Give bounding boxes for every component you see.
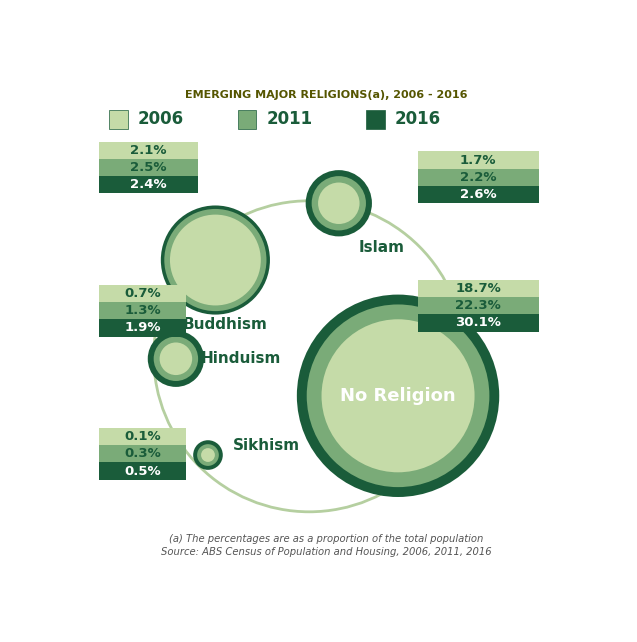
Text: 0.5%: 0.5%	[124, 465, 161, 478]
FancyBboxPatch shape	[99, 428, 186, 445]
Text: 1.3%: 1.3%	[124, 304, 161, 317]
Text: Source: ABS Census of Population and Housing, 2006, 2011, 2016: Source: ABS Census of Population and Hou…	[161, 548, 492, 557]
Text: 1.7%: 1.7%	[460, 153, 496, 166]
Text: 2016: 2016	[394, 110, 441, 128]
Circle shape	[197, 444, 219, 466]
Text: Sikhism: Sikhism	[233, 438, 300, 453]
FancyBboxPatch shape	[99, 141, 198, 159]
Circle shape	[193, 440, 223, 470]
FancyBboxPatch shape	[418, 297, 539, 315]
FancyBboxPatch shape	[99, 302, 186, 319]
Text: 2.5%: 2.5%	[131, 161, 167, 174]
Circle shape	[160, 342, 192, 375]
Text: 2.4%: 2.4%	[131, 178, 167, 191]
Circle shape	[297, 295, 499, 497]
Circle shape	[162, 207, 268, 313]
Text: 22.3%: 22.3%	[455, 299, 501, 312]
Text: Islam: Islam	[359, 240, 404, 255]
FancyBboxPatch shape	[418, 280, 539, 297]
FancyBboxPatch shape	[418, 169, 539, 186]
Circle shape	[307, 171, 371, 236]
Circle shape	[307, 304, 489, 487]
FancyBboxPatch shape	[99, 319, 186, 336]
Text: Hinduism: Hinduism	[201, 351, 281, 367]
FancyBboxPatch shape	[418, 186, 539, 204]
Text: 2006: 2006	[138, 110, 184, 128]
FancyBboxPatch shape	[99, 176, 198, 193]
Text: (a) The percentages are as a proportion of the total population: (a) The percentages are as a proportion …	[169, 534, 483, 544]
Circle shape	[322, 319, 475, 473]
Circle shape	[201, 448, 215, 462]
Text: Buddhism: Buddhism	[183, 317, 268, 332]
Text: 1.9%: 1.9%	[124, 322, 161, 334]
FancyBboxPatch shape	[418, 315, 539, 332]
Text: 0.7%: 0.7%	[124, 287, 161, 300]
Text: 18.7%: 18.7%	[455, 282, 501, 295]
Circle shape	[318, 182, 359, 224]
FancyBboxPatch shape	[99, 159, 198, 176]
FancyBboxPatch shape	[110, 110, 128, 128]
Text: 2011: 2011	[266, 110, 312, 128]
FancyBboxPatch shape	[238, 110, 256, 128]
Text: 2.1%: 2.1%	[131, 144, 167, 157]
Text: 2.6%: 2.6%	[460, 188, 497, 201]
Text: 0.3%: 0.3%	[124, 447, 161, 460]
Text: 2.2%: 2.2%	[460, 171, 496, 184]
Text: 0.1%: 0.1%	[124, 430, 161, 443]
Text: 30.1%: 30.1%	[455, 317, 501, 329]
Circle shape	[311, 176, 366, 230]
Text: No Religion: No Religion	[340, 386, 456, 405]
FancyBboxPatch shape	[99, 284, 186, 302]
FancyBboxPatch shape	[99, 462, 186, 480]
Circle shape	[148, 331, 204, 387]
FancyBboxPatch shape	[418, 152, 539, 169]
Text: EMERGING MAJOR RELIGIONS(a), 2006 - 2016: EMERGING MAJOR RELIGIONS(a), 2006 - 2016	[185, 90, 468, 100]
Circle shape	[154, 336, 198, 381]
FancyBboxPatch shape	[99, 445, 186, 462]
FancyBboxPatch shape	[366, 110, 385, 128]
Circle shape	[170, 214, 261, 306]
